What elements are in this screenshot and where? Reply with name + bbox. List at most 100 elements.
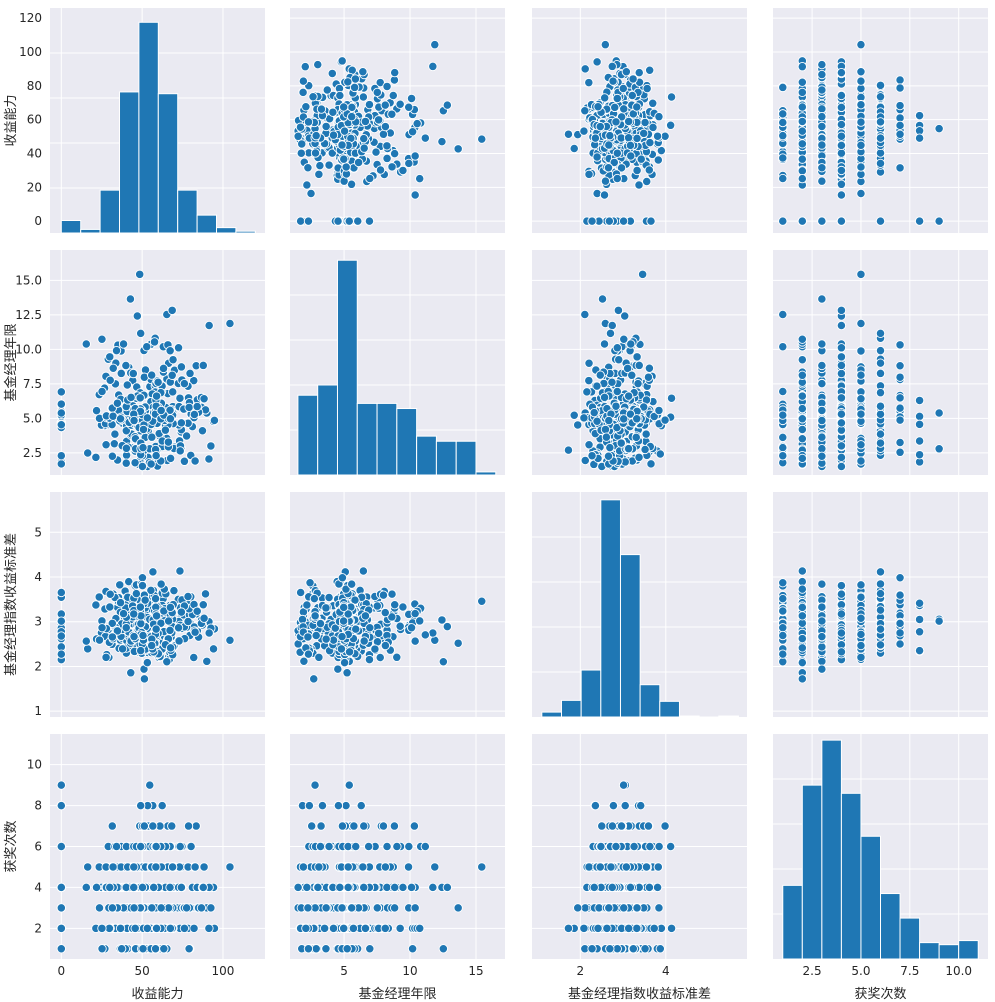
- scatter-point: [612, 93, 622, 104]
- scatter-point: [817, 602, 827, 612]
- panel-r2-c2: [532, 492, 747, 719]
- scatter-point: [645, 137, 655, 148]
- scatter-point: [778, 578, 788, 588]
- scatter-point: [176, 882, 187, 893]
- scatter-point: [817, 69, 827, 80]
- scatter-point: [914, 645, 925, 656]
- scatter-point: [410, 608, 420, 619]
- scatter-point: [626, 151, 636, 161]
- scatter-point: [364, 216, 375, 226]
- scatter-point: [856, 580, 866, 590]
- scatter-point: [56, 616, 66, 626]
- scatter-point: [453, 638, 463, 648]
- scatter-point: [315, 161, 325, 171]
- scatter-point: [298, 76, 309, 86]
- scatter-point: [189, 652, 199, 663]
- scatter-point: [856, 40, 866, 50]
- scatter-point: [797, 434, 807, 444]
- scatter-point: [875, 92, 886, 102]
- scatter-point: [298, 862, 309, 872]
- scatter-point: [611, 401, 621, 411]
- scatter-point: [646, 459, 656, 469]
- panel-r0-c1: [290, 8, 505, 233]
- scatter-point: [116, 368, 126, 379]
- scatter-point: [365, 944, 375, 954]
- scatter-point: [895, 393, 905, 403]
- scatter-point: [934, 216, 944, 226]
- panel-r1-c2: [532, 250, 747, 475]
- scatter-point: [580, 309, 590, 320]
- scatter-point: [204, 320, 214, 331]
- scatter-point: [158, 363, 169, 374]
- histogram-bar: [138, 21, 159, 234]
- scatter-point: [380, 862, 391, 872]
- scatter-point: [817, 451, 827, 461]
- scatter-point: [587, 216, 597, 226]
- scatter-point: [817, 176, 827, 186]
- scatter-point: [303, 944, 314, 954]
- scatter-point: [797, 116, 807, 127]
- scatter-point: [627, 90, 637, 101]
- scatter-point: [612, 343, 622, 353]
- scatter-point: [856, 140, 866, 150]
- scatter-point: [204, 628, 214, 638]
- scatter-point: [184, 944, 194, 954]
- scatter-point: [875, 158, 886, 169]
- scatter-point: [875, 216, 886, 226]
- scatter-point: [163, 616, 174, 626]
- scatter-point: [778, 342, 788, 352]
- scatter-point: [145, 780, 155, 790]
- scatter-point: [817, 378, 827, 389]
- scatter-point: [817, 85, 827, 95]
- scatter-point: [110, 429, 120, 439]
- scatter-point: [895, 361, 905, 371]
- scatter-point: [344, 780, 354, 790]
- panel-r0-c2: [532, 8, 747, 233]
- scatter-point: [165, 453, 176, 464]
- scatter-point: [359, 821, 369, 831]
- scatter-point: [625, 140, 636, 151]
- scatter-point: [817, 360, 827, 371]
- scatter-point: [428, 628, 438, 638]
- histogram-bar: [718, 715, 739, 718]
- histogram-bar: [60, 220, 82, 234]
- scatter-point: [167, 370, 177, 380]
- scatter-point: [836, 368, 847, 379]
- scatter-point: [642, 176, 652, 187]
- scatter-point: [875, 368, 886, 379]
- scatter-point: [856, 67, 866, 77]
- scatter-point: [136, 841, 146, 852]
- scatter-point: [895, 75, 905, 85]
- scatter-point: [382, 81, 392, 92]
- panel-r1-c0: [50, 250, 265, 475]
- histogram-bar: [639, 684, 661, 718]
- scatter-point: [875, 438, 886, 448]
- scatter-point: [130, 923, 140, 933]
- scatter-point: [360, 923, 371, 933]
- scatter-point: [206, 441, 216, 451]
- scatter-point: [147, 432, 157, 442]
- scatter-point: [189, 923, 199, 933]
- scatter-point: [135, 393, 145, 403]
- scatter-point: [856, 269, 866, 279]
- scatter-point: [347, 579, 357, 589]
- histogram-bar: [157, 93, 179, 234]
- scatter-point: [322, 85, 332, 95]
- scatter-point: [797, 584, 807, 594]
- scatter-point: [122, 380, 132, 390]
- scatter-point: [351, 841, 361, 852]
- scatter-point: [375, 165, 386, 175]
- scatter-point: [136, 618, 146, 629]
- scatter-point: [302, 882, 312, 893]
- scatter-point: [875, 409, 886, 419]
- scatter-point: [149, 882, 159, 893]
- scatter-point: [56, 780, 66, 790]
- scatter-point: [142, 413, 153, 423]
- scatter-point: [151, 841, 161, 852]
- scatter-point: [797, 174, 807, 184]
- scatter-point: [310, 148, 321, 158]
- scatter-point: [403, 862, 414, 872]
- scatter-point: [875, 117, 886, 127]
- scatter-point: [573, 420, 583, 430]
- scatter-point: [895, 83, 905, 93]
